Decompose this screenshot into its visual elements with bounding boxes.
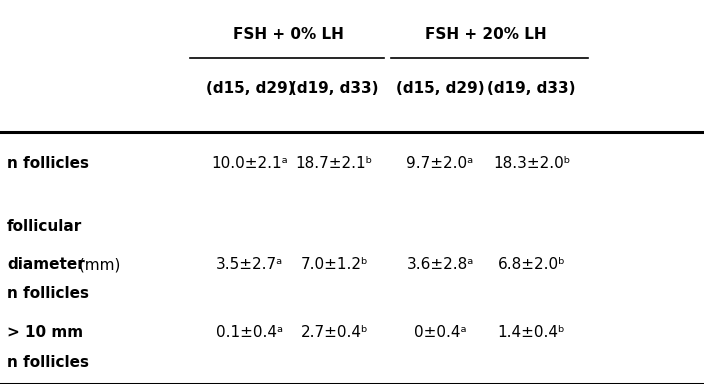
Text: follicular: follicular [7,219,82,234]
Text: (d15, d29): (d15, d29) [396,81,484,96]
Text: (d19, d33): (d19, d33) [487,81,576,96]
Text: 7.0±1.2ᵇ: 7.0±1.2ᵇ [301,257,368,273]
Text: 18.3±2.0ᵇ: 18.3±2.0ᵇ [493,156,570,171]
Text: 1.4±0.4ᵇ: 1.4±0.4ᵇ [498,324,565,340]
Text: > 10 mm: > 10 mm [7,324,83,340]
Text: (d15, d29): (d15, d29) [206,81,294,96]
Text: 10.0±2.1ᵃ: 10.0±2.1ᵃ [211,156,289,171]
Text: 2.7±0.4ᵇ: 2.7±0.4ᵇ [301,324,368,340]
Text: FSH + 0% LH: FSH + 0% LH [233,27,344,42]
Text: FSH + 20% LH: FSH + 20% LH [425,27,546,42]
Text: 3.5±2.7ᵃ: 3.5±2.7ᵃ [216,257,284,273]
Text: 6.8±2.0ᵇ: 6.8±2.0ᵇ [498,257,565,273]
Text: n follicles: n follicles [7,286,89,301]
Text: 9.7±2.0ᵃ: 9.7±2.0ᵃ [406,156,474,171]
Text: (mm): (mm) [74,257,120,273]
Text: (d19, d33): (d19, d33) [290,81,379,96]
Text: 18.7±2.1ᵇ: 18.7±2.1ᵇ [296,156,373,171]
Text: 0±0.4ᵃ: 0±0.4ᵃ [414,324,466,340]
Text: n follicles: n follicles [7,355,89,371]
Text: n follicles: n follicles [7,156,89,171]
Text: 3.6±2.8ᵃ: 3.6±2.8ᵃ [406,257,474,273]
Text: 0.1±0.4ᵃ: 0.1±0.4ᵃ [216,324,284,340]
Text: diameter: diameter [7,257,84,273]
